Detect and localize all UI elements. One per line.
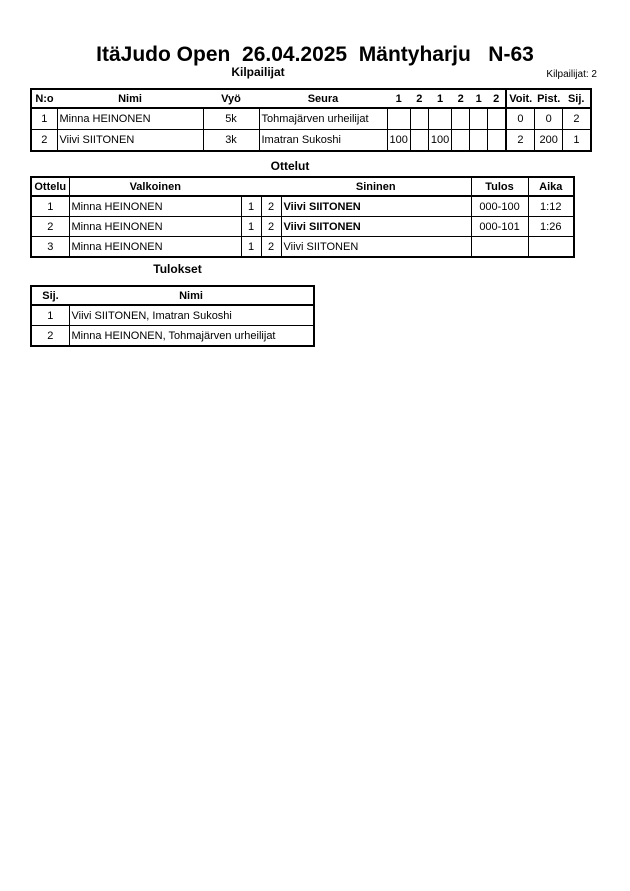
cell-no: 2 xyxy=(30,129,58,152)
cell-sij: 1 xyxy=(562,129,592,152)
tulokset-header-row: Sij. Nimi xyxy=(31,286,314,306)
col-header-score-4: 2 xyxy=(451,89,470,109)
cell-valkoinen: Minna HEINONEN xyxy=(68,236,242,258)
col-header-score-2: 2 xyxy=(410,89,429,109)
col-header-score-6: 2 xyxy=(487,89,506,109)
cell-pist: 0 xyxy=(534,107,564,130)
cell-score-5 xyxy=(469,129,489,152)
col-header-seura: Seura xyxy=(259,89,387,109)
kilpailijat-subtitle: Kilpailijat xyxy=(231,65,285,79)
cell-nimi: Minna HEINONEN, Tohmajärven urheilijat xyxy=(68,325,315,347)
cell-score-4 xyxy=(451,107,471,130)
cell-corner-2: 2 xyxy=(260,216,282,237)
cell-sininen: Viivi SIITONEN xyxy=(280,236,472,258)
cell-voit: 0 xyxy=(504,107,536,130)
cell-score-2 xyxy=(409,107,429,130)
ottelut-title: Ottelut xyxy=(270,159,310,173)
cell-sij: 2 xyxy=(562,107,592,130)
ottelut-header-row: Ottelu Valkoinen Sininen Tulos Aika xyxy=(31,177,574,197)
kilpailijat-header-row: N:o Nimi Vyö Seura 1 2 1 2 1 2 Voit. Pis… xyxy=(31,89,591,109)
cell-tulos: 000-101 xyxy=(470,216,529,237)
cell-sij: 2 xyxy=(30,325,70,347)
table-row: 1 Minna HEINONEN 1 2 Viivi SIITONEN 000-… xyxy=(30,195,575,217)
cell-ottelu: 3 xyxy=(30,236,70,258)
cell-voit: 2 xyxy=(504,129,536,152)
col-header-pist: Pist. xyxy=(534,89,563,109)
cell-tulos: 000-100 xyxy=(470,195,529,217)
table-row: 3 Minna HEINONEN 1 2 Viivi SIITONEN xyxy=(30,236,575,258)
table-row: 1 Minna HEINONEN 5k Tohmajärven urheilij… xyxy=(30,107,592,130)
col-header-valkoinen: Valkoinen xyxy=(69,177,241,197)
cell-vyo: 3k xyxy=(202,129,260,152)
event-title: ItäJudo Open 26.04.2025 Mäntyharju N-63 xyxy=(96,43,534,66)
cell-score-6 xyxy=(487,129,507,152)
cell-valkoinen: Minna HEINONEN xyxy=(68,216,242,237)
cell-seura: Imatran Sukoshi xyxy=(258,129,388,152)
ottelut-table: Ottelu Valkoinen Sininen Tulos Aika 1 Mi… xyxy=(30,176,575,258)
col-header-ottelu: Ottelu xyxy=(31,177,70,197)
cell-score-1 xyxy=(386,107,411,130)
table-row: 2 Minna HEINONEN, Tohmajärven urheilijat xyxy=(30,325,315,347)
cell-score-5 xyxy=(469,107,489,130)
col-header-no: N:o xyxy=(31,89,57,109)
cell-score-6 xyxy=(487,107,507,130)
tulokset-table: Sij. Nimi 1 Viivi SIITONEN, Imatran Suko… xyxy=(30,285,315,347)
col-header-nimi: Nimi xyxy=(69,286,314,306)
cell-score-3: 100 xyxy=(427,129,453,152)
col-header-score-1: 1 xyxy=(387,89,411,109)
cell-score-2 xyxy=(409,129,429,152)
table-row: 2 Viivi SIITONEN 3k Imatran Sukoshi 100 … xyxy=(30,129,592,152)
col-header-voit: Voit. xyxy=(504,89,535,109)
table-row: 2 Minna HEINONEN 1 2 Viivi SIITONEN 000-… xyxy=(30,216,575,237)
cell-corner-1: 1 xyxy=(240,195,262,217)
cell-tulos xyxy=(470,236,529,258)
table-row: 1 Viivi SIITONEN, Imatran Sukoshi xyxy=(30,304,315,326)
cell-aika: 1:12 xyxy=(527,195,575,217)
competitor-count: Kilpailijat: 2 xyxy=(546,69,597,80)
cell-corner-2: 2 xyxy=(260,195,282,217)
cell-corner-1: 1 xyxy=(240,236,262,258)
col-header-blank-2 xyxy=(261,177,281,197)
cell-aika xyxy=(527,236,575,258)
col-header-sininen: Sininen xyxy=(281,177,471,197)
tulokset-title: Tulokset xyxy=(153,262,202,276)
cell-sij: 1 xyxy=(30,304,70,326)
cell-sininen: Viivi SIITONEN xyxy=(280,216,472,237)
col-header-aika: Aika xyxy=(528,177,574,197)
col-header-vyo: Vyö xyxy=(203,89,259,109)
cell-corner-1: 1 xyxy=(240,216,262,237)
col-header-score-5: 1 xyxy=(469,89,488,109)
cell-sininen: Viivi SIITONEN xyxy=(280,195,472,217)
cell-no: 1 xyxy=(30,107,58,130)
cell-pist: 200 xyxy=(534,129,564,152)
cell-ottelu: 1 xyxy=(30,195,70,217)
cell-valkoinen: Minna HEINONEN xyxy=(68,195,242,217)
cell-score-4 xyxy=(451,129,471,152)
kilpailijat-table: N:o Nimi Vyö Seura 1 2 1 2 1 2 Voit. Pis… xyxy=(30,88,592,152)
cell-corner-2: 2 xyxy=(260,236,282,258)
col-header-score-3: 1 xyxy=(428,89,452,109)
col-header-blank-1 xyxy=(241,177,261,197)
col-header-nimi: Nimi xyxy=(57,89,203,109)
col-header-sij: Sij. xyxy=(562,89,591,109)
cell-score-3 xyxy=(427,107,453,130)
cell-vyo: 5k xyxy=(202,107,260,130)
cell-nimi: Viivi SIITONEN xyxy=(56,129,204,152)
cell-ottelu: 2 xyxy=(30,216,70,237)
cell-aika: 1:26 xyxy=(527,216,575,237)
cell-nimi: Viivi SIITONEN, Imatran Sukoshi xyxy=(68,304,315,326)
cell-seura: Tohmajärven urheilijat xyxy=(258,107,388,130)
col-header-sij: Sij. xyxy=(31,286,69,306)
cell-nimi: Minna HEINONEN xyxy=(56,107,204,130)
cell-score-1: 100 xyxy=(386,129,411,152)
col-header-tulos: Tulos xyxy=(470,177,529,197)
